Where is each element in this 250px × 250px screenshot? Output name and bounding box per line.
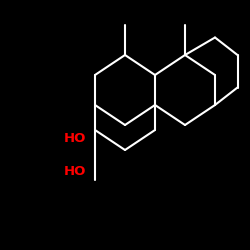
Text: HO: HO — [64, 132, 86, 145]
Text: HO: HO — [64, 165, 86, 178]
